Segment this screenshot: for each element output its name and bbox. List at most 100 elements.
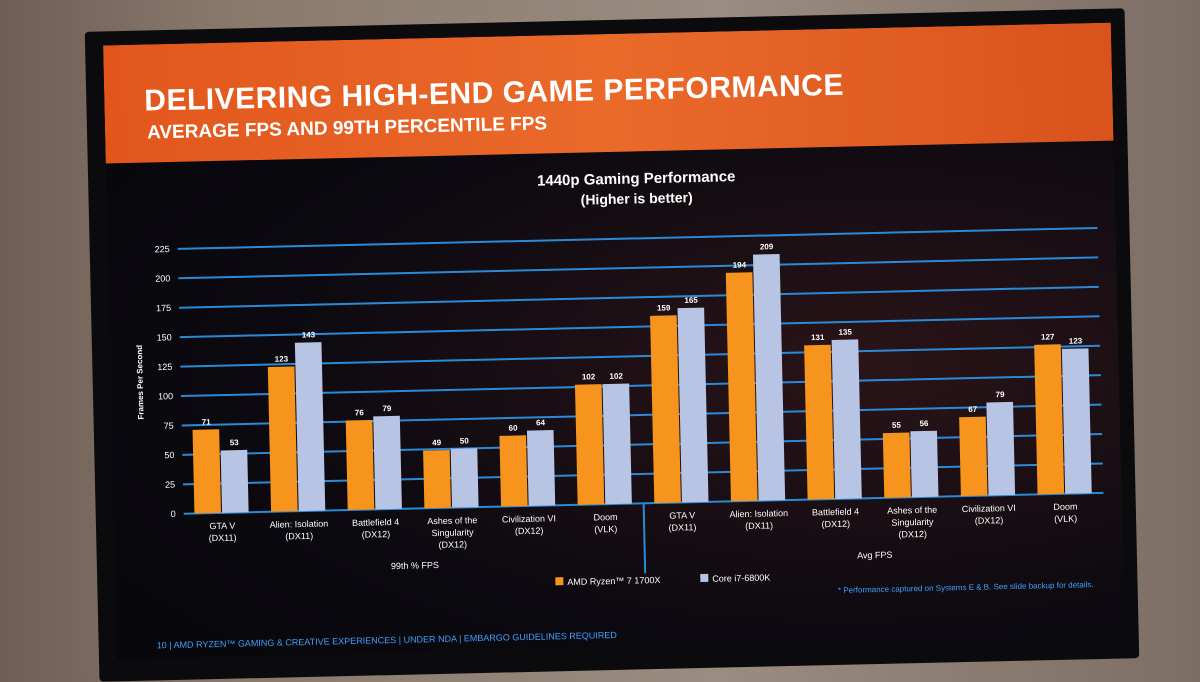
gridline	[181, 403, 1102, 427]
data-label: 67	[968, 405, 978, 414]
data-label: 60	[509, 423, 519, 432]
data-label: 76	[355, 408, 365, 417]
bar	[725, 272, 758, 502]
y-tick-label: 200	[155, 273, 170, 283]
tv-monitor: DELIVERING HIGH-END GAME PERFORMANCE AVE…	[84, 8, 1140, 682]
y-axis-label: Frames Per Second	[135, 345, 146, 420]
data-label: 165	[684, 296, 698, 305]
bar	[526, 429, 556, 506]
y-tick-label: 0	[171, 509, 176, 519]
x-tick-label: Doom	[593, 512, 617, 523]
x-tick-label: (DX11)	[209, 533, 237, 544]
x-tick-label: (DX11)	[668, 522, 696, 533]
y-tick-label: 150	[157, 332, 172, 342]
x-tick-label: Singularity	[891, 517, 934, 528]
bar	[1061, 348, 1092, 494]
y-tick-label: 225	[155, 244, 170, 254]
data-label: 135	[838, 328, 852, 337]
x-tick-label: Civilization VI	[502, 513, 556, 524]
gridline	[182, 433, 1103, 456]
data-label: 79	[382, 404, 392, 413]
x-tick-label: (DX12)	[515, 526, 544, 537]
bar	[752, 254, 786, 501]
x-tick-label: (DX12)	[362, 529, 391, 540]
bar	[450, 448, 479, 508]
bar	[650, 315, 681, 504]
data-label: 159	[657, 303, 671, 312]
bar	[574, 384, 605, 505]
gridline	[177, 226, 1098, 250]
y-tick-label: 125	[157, 362, 172, 372]
bar	[294, 342, 326, 512]
x-tick-label: Battlefield 4	[352, 517, 399, 528]
group-label: 99th % FPS	[391, 560, 439, 571]
y-tick-label: 100	[158, 391, 173, 401]
x-tick-label: Battlefield 4	[812, 506, 859, 517]
gridline	[180, 344, 1101, 368]
y-tick-label: 75	[164, 421, 174, 431]
bar	[267, 366, 298, 512]
bar	[499, 435, 528, 507]
gridline	[179, 285, 1099, 309]
x-tick-label: Ashes of the	[887, 505, 937, 516]
x-tick-label: Ashes of the	[427, 515, 477, 526]
chart: 1440p Gaming Performance(Higher is bette…	[135, 168, 1104, 587]
gridline	[183, 462, 1103, 486]
bar	[345, 419, 375, 511]
gridline	[179, 315, 1100, 339]
x-tick-label: (VLK)	[594, 524, 617, 535]
bar	[910, 430, 939, 498]
data-label: 123	[275, 354, 289, 363]
bar	[1034, 344, 1065, 495]
data-label: 56	[919, 419, 929, 428]
gridline	[181, 374, 1101, 398]
bar	[677, 307, 709, 503]
data-label: 102	[582, 372, 596, 381]
data-label: 143	[302, 330, 316, 339]
data-label: 49	[432, 438, 442, 447]
x-tick-label: (VLK)	[1054, 513, 1077, 524]
x-tick-label: (DX12)	[821, 519, 850, 530]
x-tick-label: (DX12)	[975, 515, 1004, 526]
y-tick-label: 175	[156, 303, 171, 313]
x-tick-label: Alien: Isolation	[270, 518, 329, 529]
group-label: Avg FPS	[857, 550, 893, 561]
bar	[882, 432, 911, 498]
chart-title: 1440p Gaming Performance	[537, 168, 736, 189]
legend-swatch	[700, 573, 709, 583]
x-tick-label: (DX12)	[438, 539, 467, 550]
x-tick-label: GTA V	[669, 510, 695, 521]
data-label: 50	[460, 436, 470, 445]
chart-subtitle: (Higher is better)	[581, 189, 693, 208]
data-label: 53	[230, 438, 240, 447]
y-tick-label: 25	[165, 480, 175, 490]
legend-swatch	[555, 577, 564, 586]
x-tick-label: Civilization VI	[962, 503, 1016, 514]
bar	[192, 429, 222, 514]
x-tick-label: (DX12)	[898, 529, 927, 540]
legend-label: AMD Ryzen™ 7 1700X	[567, 575, 660, 587]
bar	[959, 416, 988, 497]
x-tick-label: Singularity	[431, 527, 474, 538]
data-label: 209	[760, 242, 774, 251]
data-label: 123	[1069, 336, 1083, 345]
x-tick-label: Doom	[1053, 501, 1077, 512]
bar	[986, 401, 1016, 496]
data-label: 194	[733, 260, 747, 269]
data-label: 64	[536, 418, 546, 427]
legend-label: Core i7-6800K	[712, 572, 770, 583]
data-label: 79	[995, 390, 1005, 399]
data-label: 127	[1041, 332, 1055, 341]
bar	[602, 383, 632, 505]
bar	[804, 344, 835, 500]
data-label: 71	[202, 417, 212, 426]
bar	[220, 449, 249, 513]
bar	[373, 415, 402, 510]
bar	[423, 449, 451, 509]
x-tick-label: Alien: Isolation	[729, 508, 788, 519]
group-divider	[642, 503, 647, 574]
slide: DELIVERING HIGH-END GAME PERFORMANCE AVE…	[103, 22, 1125, 660]
x-tick-label: (DX11)	[745, 520, 773, 531]
x-tick-label: (DX11)	[285, 531, 313, 542]
bar	[831, 339, 862, 499]
